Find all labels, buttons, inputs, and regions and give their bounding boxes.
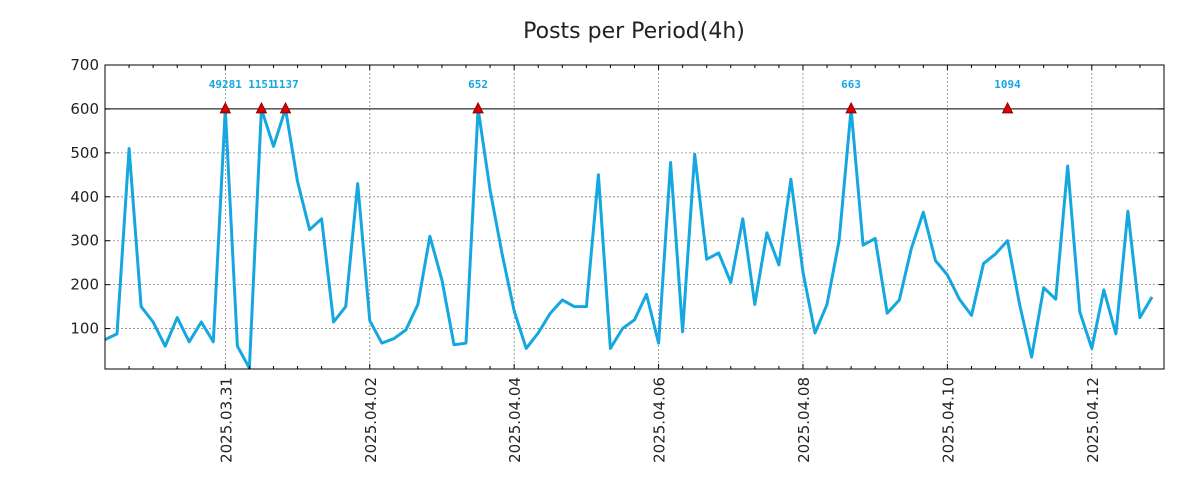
x-tick-label: 2025.04.06: [651, 377, 669, 463]
x-tick-label: 2025.04.04: [506, 377, 524, 463]
line-layer: [104, 107, 1154, 370]
x-axis: 2025.03.31 2025.04.02 2025.04.04 2025.04.06…: [128, 65, 1141, 463]
x-tick-label: 2025.04.12: [1084, 377, 1102, 463]
y-tick-label: 600: [70, 100, 99, 118]
chart-title: Posts per Period(4h): [523, 19, 745, 44]
peak-label: 49281: [209, 78, 242, 91]
y-tick-label: 400: [70, 188, 99, 206]
peak-label: 663: [841, 78, 861, 91]
peak-label: 1151: [248, 78, 275, 91]
y-tick-label: 700: [70, 56, 99, 74]
x-tick-label: 2025.04.02: [362, 377, 380, 463]
y-tick-label: 100: [70, 320, 99, 338]
series-line-posts: [104, 107, 1154, 370]
peak-label: 652: [468, 78, 488, 91]
peak-marker: [279, 101, 292, 114]
y-tick-label: 500: [70, 144, 99, 162]
y-axis: 100 200 300 400 500 600 700: [70, 56, 1164, 338]
peak-label: 1094: [994, 78, 1021, 91]
x-tick-label: 2025.04.08: [795, 377, 813, 463]
x-tick-label: 2025.04.10: [939, 377, 957, 463]
peak-marker: [255, 101, 268, 114]
peak-marker: [472, 101, 484, 114]
y-tick-label: 300: [70, 232, 99, 250]
peak-label: 1137: [272, 78, 299, 91]
peak-marker: [1001, 101, 1014, 114]
x-tick-label: 2025.03.31: [217, 377, 235, 463]
peak-marker: [845, 101, 857, 114]
y-tick-label: 200: [70, 276, 99, 294]
peak-marker: [219, 101, 232, 114]
